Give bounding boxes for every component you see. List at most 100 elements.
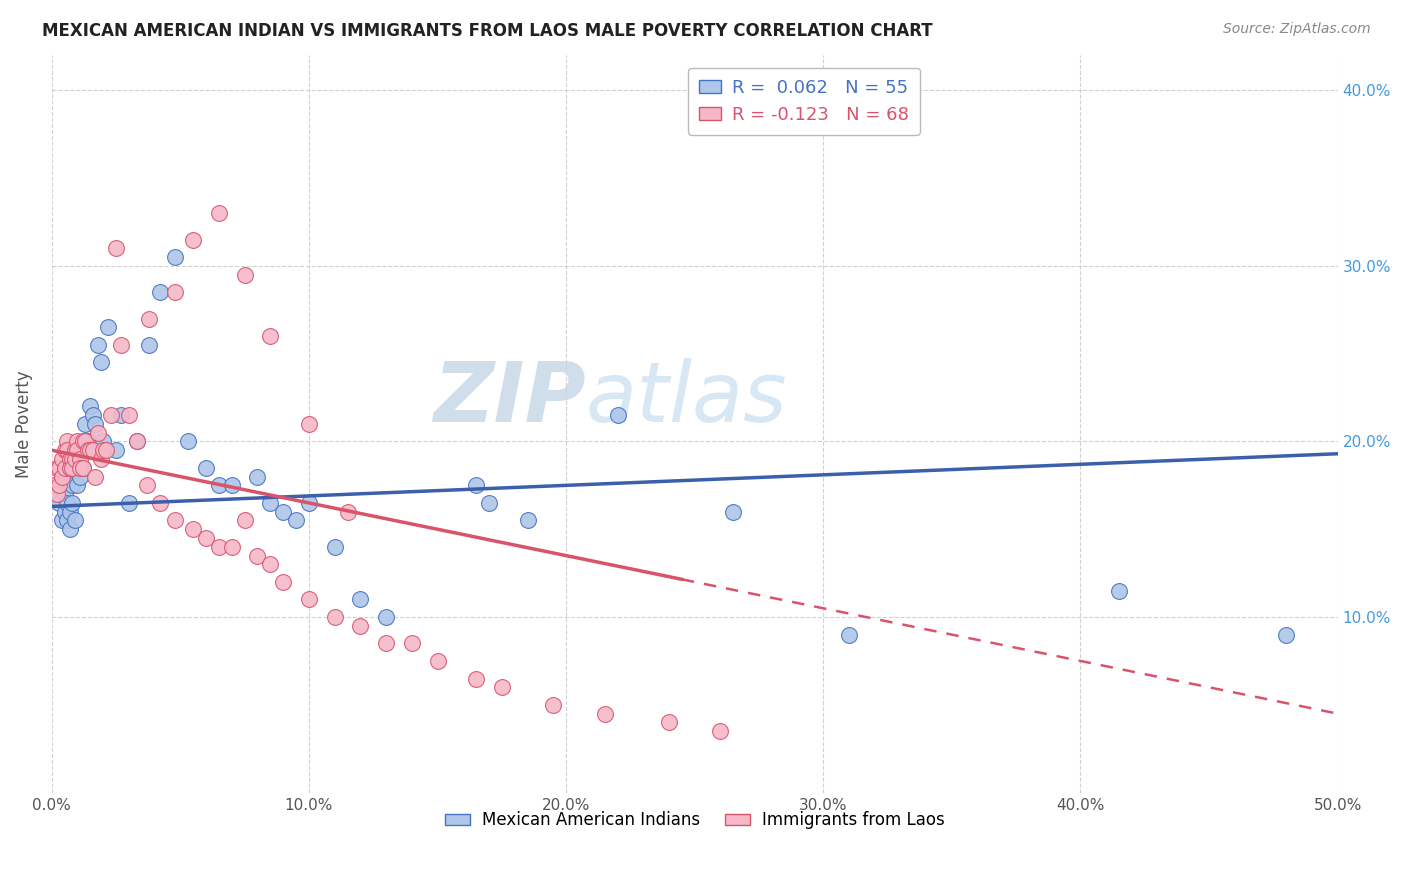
Point: [100, 408, 122, 422]
Point: [181, 233, 204, 247]
Point: [66, 434, 89, 449]
Point: [44, 478, 66, 492]
Point: [285, 513, 308, 527]
Point: [105, 443, 128, 458]
Point: [63, 443, 86, 458]
Point: [72, 460, 94, 475]
Point: [90, 355, 112, 369]
Point: [138, 338, 160, 352]
Point: [375, 636, 398, 650]
Point: [63, 513, 86, 527]
Point: [75, 417, 97, 431]
Point: [177, 434, 200, 449]
Point: [72, 434, 94, 449]
Point: [165, 513, 187, 527]
Point: [271, 574, 294, 589]
Point: [91, 434, 114, 449]
Point: [94, 443, 117, 458]
Point: [478, 496, 501, 510]
Point: [246, 549, 269, 563]
Point: [48, 478, 70, 492]
Point: [53, 505, 76, 519]
Point: [48, 478, 70, 492]
Point: [69, 469, 91, 483]
Point: [1108, 583, 1130, 598]
Point: [709, 724, 731, 739]
Point: [56, 434, 79, 449]
Point: [606, 408, 628, 422]
Point: [138, 311, 160, 326]
Point: [349, 592, 371, 607]
Text: ZIP: ZIP: [433, 358, 585, 439]
Point: [51, 452, 73, 467]
Point: [53, 460, 76, 475]
Point: [82, 443, 104, 458]
Point: [72, 443, 94, 458]
Point: [118, 496, 141, 510]
Point: [465, 478, 488, 492]
Point: [221, 478, 243, 492]
Point: [465, 672, 488, 686]
Point: [838, 627, 860, 641]
Point: [63, 452, 86, 467]
Point: [233, 268, 256, 282]
Point: [658, 715, 681, 730]
Point: [75, 434, 97, 449]
Point: [48, 496, 70, 510]
Point: [76, 434, 98, 449]
Point: [259, 329, 281, 343]
Point: [125, 434, 148, 449]
Point: [69, 452, 91, 467]
Point: [69, 443, 91, 458]
Point: [97, 320, 120, 334]
Point: [208, 478, 231, 492]
Point: [60, 496, 83, 510]
Point: [60, 478, 83, 492]
Point: [149, 285, 172, 300]
Point: [45, 487, 67, 501]
Point: [165, 285, 187, 300]
Point: [79, 443, 101, 458]
Point: [593, 706, 616, 721]
Point: [45, 460, 67, 475]
Point: [349, 619, 371, 633]
Point: [59, 460, 82, 475]
Point: [233, 513, 256, 527]
Point: [195, 531, 218, 545]
Point: [56, 443, 79, 458]
Point: [195, 460, 218, 475]
Point: [375, 610, 398, 624]
Point: [59, 505, 82, 519]
Point: [426, 654, 449, 668]
Point: [401, 636, 423, 650]
Point: [53, 443, 76, 458]
Point: [56, 513, 79, 527]
Text: MEXICAN AMERICAN INDIAN VS IMMIGRANTS FROM LAOS MALE POVERTY CORRELATION CHART: MEXICAN AMERICAN INDIAN VS IMMIGRANTS FR…: [42, 22, 932, 40]
Point: [60, 460, 83, 475]
Point: [1275, 627, 1298, 641]
Text: atlas: atlas: [585, 358, 787, 439]
Text: Source: ZipAtlas.com: Source: ZipAtlas.com: [1223, 22, 1371, 37]
Point: [208, 540, 231, 554]
Point: [541, 698, 564, 712]
Point: [66, 443, 89, 458]
Point: [208, 206, 231, 220]
Point: [84, 469, 107, 483]
Point: [45, 487, 67, 501]
Point: [72, 460, 94, 475]
Point: [246, 469, 269, 483]
Point: [56, 496, 79, 510]
Point: [48, 460, 70, 475]
Point: [53, 487, 76, 501]
Point: [259, 496, 281, 510]
Point: [84, 417, 107, 431]
Point: [149, 496, 172, 510]
Point: [66, 460, 89, 475]
Point: [165, 250, 187, 264]
Point: [76, 443, 98, 458]
Point: [51, 469, 73, 483]
Point: [87, 425, 110, 440]
Point: [59, 452, 82, 467]
Point: [336, 505, 359, 519]
Point: [181, 522, 204, 536]
